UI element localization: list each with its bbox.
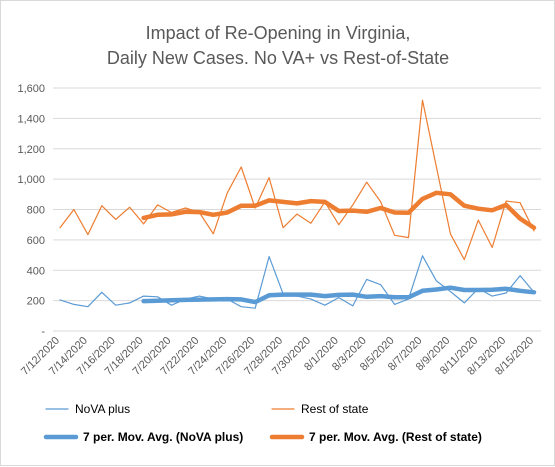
legend: NoVA plus Rest of state 7 per. Mov. Avg. (… [43, 402, 482, 444]
y-tick-label: 1,000 [17, 174, 45, 186]
series-line-7-per-mov-avg-nova-plus [141, 285, 537, 305]
y-tick-label: 400 [27, 265, 45, 277]
series-line-rest-of-state [59, 99, 535, 261]
series-lines [59, 99, 537, 309]
legend-label: 7 per. Mov. Avg. (Rest of state) [309, 430, 482, 444]
chart-title-line-1: Impact of Re-Opening in Virginia, [146, 23, 411, 43]
legend-label: 7 per. Mov. Avg. (NoVA plus) [83, 430, 243, 444]
y-tick-label: 600 [27, 235, 45, 247]
y-tick-label: 200 [27, 296, 45, 308]
y-tick-label: 1,600 [17, 83, 45, 95]
chart-title-line-2: Daily New Cases. No VA+ vs Rest-of-State [107, 48, 449, 68]
y-tick-label: - [41, 326, 45, 338]
y-tick-label: 1,400 [17, 113, 45, 125]
y-tick-label: 800 [27, 205, 45, 217]
series-line-7-per-mov-avg-rest-of-state [141, 190, 537, 230]
y-tick-label: 1,200 [17, 144, 45, 156]
legend-label: Rest of state [301, 402, 369, 416]
y-axis-tick-labels: - 200 400 600 800 1,000 1,200 1,400 1,600 [17, 83, 45, 338]
legend-label: NoVA plus [75, 402, 130, 416]
x-axis-tick-labels: 7/12/20207/14/20207/16/20207/18/20207/20… [19, 335, 536, 378]
